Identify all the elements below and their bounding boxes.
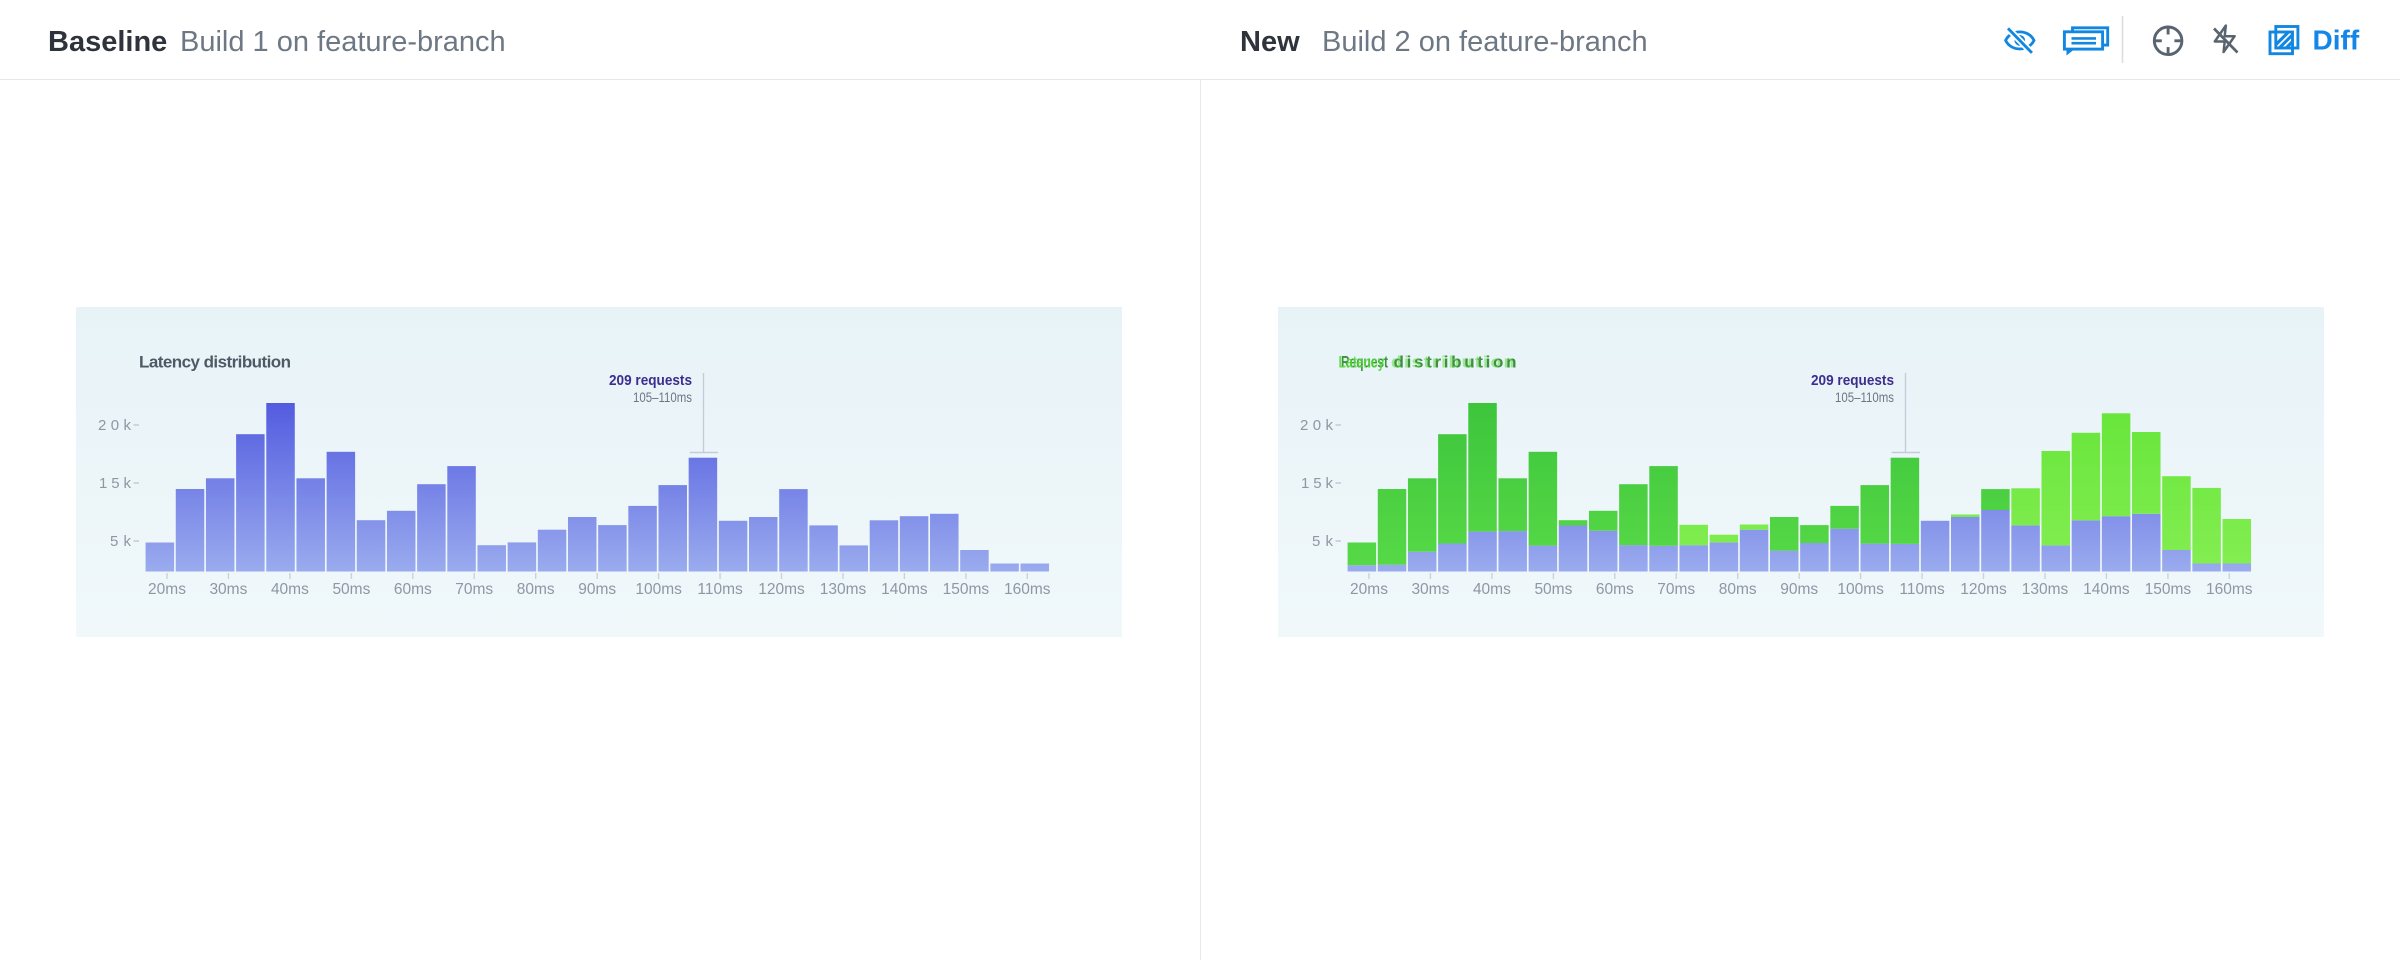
svg-text:50ms: 50ms	[332, 581, 370, 598]
svg-text:Latency distribution: Latency distribution	[139, 353, 291, 372]
svg-text:80ms: 80ms	[517, 581, 555, 598]
svg-text:150ms: 150ms	[943, 581, 990, 598]
svg-text:40ms: 40ms	[1473, 581, 1511, 598]
svg-text:60ms: 60ms	[394, 581, 432, 598]
svg-text:100ms: 100ms	[1837, 581, 1884, 598]
svg-text:90ms: 90ms	[1780, 581, 1818, 598]
svg-text:110ms: 110ms	[697, 581, 743, 598]
svg-text:110ms: 110ms	[1899, 581, 1945, 598]
svg-text:150ms: 150ms	[2145, 581, 2192, 598]
svg-text:80ms: 80ms	[1719, 581, 1757, 598]
svg-text:70ms: 70ms	[1657, 581, 1695, 598]
svg-text:209 requests: 209 requests	[609, 372, 692, 389]
svg-text:120ms: 120ms	[758, 581, 805, 598]
svg-text:50ms: 50ms	[1534, 581, 1572, 598]
svg-text:30ms: 30ms	[209, 581, 247, 598]
svg-text:15k: 15k	[99, 475, 132, 492]
svg-text:Latency: Latency	[1339, 353, 1385, 372]
svg-text:40ms: 40ms	[271, 581, 309, 598]
svg-text:120ms: 120ms	[1960, 581, 2007, 598]
svg-text:Diff: Diff	[2313, 24, 2360, 55]
svg-text:105–110ms: 105–110ms	[1835, 390, 1894, 405]
svg-text:20ms: 20ms	[1350, 581, 1388, 598]
svg-text:60ms: 60ms	[1596, 581, 1634, 598]
svg-text:15k: 15k	[1301, 475, 1334, 492]
svg-text:160ms: 160ms	[2206, 581, 2253, 598]
svg-text:20k: 20k	[1300, 417, 1334, 434]
svg-text:140ms: 140ms	[881, 581, 928, 598]
svg-text:20ms: 20ms	[148, 581, 186, 598]
svg-text:30ms: 30ms	[1411, 581, 1449, 598]
svg-text:130ms: 130ms	[2022, 581, 2069, 598]
svg-text:20k: 20k	[98, 417, 132, 434]
svg-text:209 requests: 209 requests	[1811, 372, 1894, 389]
svg-text:90ms: 90ms	[578, 581, 616, 598]
svg-text:130ms: 130ms	[820, 581, 867, 598]
svg-text:70ms: 70ms	[455, 581, 493, 598]
svg-text:Request: Request	[1341, 353, 1388, 372]
svg-text:100ms: 100ms	[635, 581, 682, 598]
svg-text:160ms: 160ms	[1004, 581, 1051, 598]
svg-text:105–110ms: 105–110ms	[633, 390, 692, 405]
svg-text:140ms: 140ms	[2083, 581, 2130, 598]
